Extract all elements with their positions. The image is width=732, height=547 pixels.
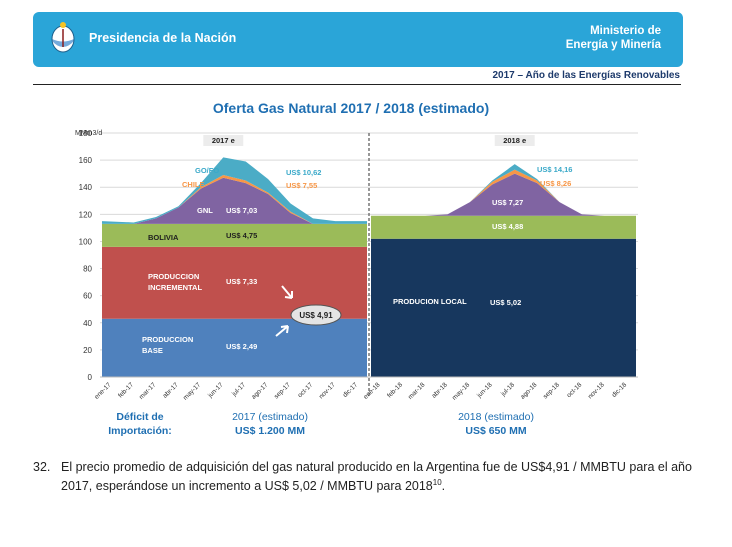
area-go-fo-2017 — [102, 157, 367, 224]
y-tick-label: 60 — [83, 292, 92, 301]
x-tick-label: jul-17 — [230, 381, 247, 398]
areas-2018 — [371, 164, 636, 377]
deficit-amount-2018: US$ 650 MM — [465, 425, 527, 437]
x-tick-label: oct-18 — [566, 381, 584, 399]
y-tick-label: 80 — [83, 265, 92, 274]
arrow-up-icon — [275, 325, 289, 337]
chile-price-2017: US$ 7,55 — [286, 181, 317, 190]
area-gnl-2018 — [371, 173, 636, 216]
gofo-price-2017: US$ 10,62 — [286, 168, 321, 177]
area-produccion-base-2017 — [102, 318, 367, 377]
area-go-fo-2018 — [371, 164, 636, 216]
ministry-line-2: Energía y Minería — [565, 39, 661, 51]
area-bolivia-2018 — [371, 215, 636, 239]
areas-2017 — [102, 157, 367, 377]
period-2018: 2018 (estimado) — [458, 411, 534, 423]
period-label-2018: 2018 e — [503, 136, 526, 145]
y-tick-label: 120 — [79, 210, 93, 219]
average-price-bubble — [290, 304, 342, 326]
x-tick-label: feb-18 — [386, 381, 404, 399]
base-price: US$ 2,49 — [226, 342, 257, 351]
header-banner: Presidencia de la Nación Ministerio de E… — [33, 12, 683, 67]
x-tick-label: mar-17 — [138, 381, 158, 401]
average-price-2017: US$ 4,91 — [299, 311, 333, 320]
x-tick-label: feb-17 — [117, 381, 135, 399]
paragraph-text: El precio promedio de adquisición del ga… — [61, 460, 692, 493]
y-tick-label: 140 — [79, 183, 93, 192]
gofo-price-2018: US$ 14,16 — [537, 165, 572, 174]
gnl-label-2017: GNL — [197, 206, 213, 215]
base-label-line1: PRODUCCION — [142, 335, 193, 344]
y-axis-unit: MMm3/d — [75, 130, 102, 137]
arrow-down-icon — [281, 285, 293, 299]
slogan: 2017 – Año de las Energías Renovables — [492, 70, 681, 81]
chart-title: Oferta Gas Natural 2017 / 2018 (estimado… — [213, 100, 489, 116]
x-tick-label: mar-18 — [407, 381, 427, 401]
paragraph-number: 32. — [33, 460, 51, 474]
y-axis: 0 20 40 60 80 100 120 140 160 180 — [79, 129, 93, 382]
paragraph-32: 32. El precio promedio de adquisición de… — [33, 458, 693, 496]
bolivia-price-2017: US$ 4,75 — [226, 231, 257, 240]
ministry-name: Ministerio de Energía y Minería — [566, 24, 661, 52]
incremental-label-line1: PRODUCCION — [148, 272, 199, 281]
chile-price-2018: US$ 8,26 — [540, 179, 571, 188]
y-tick-label: 40 — [83, 319, 92, 328]
x-tick-label: dic-18 — [611, 381, 629, 399]
area-produccion-incremental-2017 — [102, 246, 367, 319]
y-tick-label: 180 — [79, 129, 93, 138]
x-tick-label: jul-18 — [499, 381, 516, 398]
x-tick-label: ago-17 — [250, 381, 270, 401]
chile-label-2017: CHILE — [182, 180, 205, 189]
gofo-label-2017: GO/FO — [195, 166, 219, 175]
deficit-label-line1: Déficit de — [116, 411, 163, 423]
deficit-amount-2017: US$ 1.200 MM — [235, 425, 305, 437]
area-chile-2018 — [371, 169, 636, 216]
incremental-label-line2: INCREMENTAL — [148, 283, 202, 292]
x-tick-label: abr-17 — [162, 381, 181, 400]
footnote-ref: 10 — [432, 477, 442, 487]
x-tick-label: sep-17 — [273, 381, 292, 400]
bolivia-price-2018: US$ 4,88 — [492, 222, 523, 231]
y-tick-label: 20 — [83, 346, 92, 355]
gas-supply-chart: Oferta Gas Natural 2017 / 2018 (estimado… — [75, 100, 638, 437]
bolivia-label-2017: BOLIVIA — [148, 233, 179, 242]
period-2017: 2017 (estimado) — [232, 411, 308, 423]
organization-name: Presidencia de la Nación — [89, 31, 237, 45]
incremental-price: US$ 7,33 — [226, 277, 257, 286]
x-tick-label: may-17 — [182, 381, 203, 402]
y-tick-label: 160 — [79, 156, 93, 165]
x-tick-label: abr-18 — [431, 381, 450, 400]
local-label-2018: PRODUCION LOCAL — [393, 297, 467, 306]
x-tick-label: nov-18 — [587, 381, 606, 400]
paragraph-end: . — [441, 479, 446, 493]
period-box-2017 — [203, 135, 244, 146]
x-tick-label: jun-18 — [475, 381, 494, 400]
x-tick-label: may-18 — [451, 381, 472, 402]
divider — [33, 84, 681, 85]
area-bolivia-2017 — [102, 223, 367, 247]
x-tick-label: nov-17 — [318, 381, 337, 400]
area-producion-local-2018 — [371, 238, 636, 377]
x-axis: ene-17 feb-17 mar-17 abr-17 may-17 jun-17 jul-… — [93, 376, 638, 402]
local-price-2018: US$ 5,02 — [490, 298, 521, 307]
x-tick-label: ene-18 — [362, 381, 382, 401]
period-box-2018 — [494, 135, 535, 146]
deficit-label-line2: Importación: — [108, 425, 172, 437]
ministry-line-1: Ministerio de — [590, 25, 661, 37]
base-label-line2: BASE — [142, 346, 163, 355]
gnl-price-2018: US$ 7,27 — [492, 198, 523, 207]
x-tick-label: ene-17 — [93, 381, 113, 401]
area-gnl-2017 — [102, 177, 367, 224]
x-tick-label: dic-17 — [342, 381, 360, 399]
x-tick-label: sep-18 — [542, 381, 561, 400]
x-tick-label: ago-18 — [519, 381, 539, 401]
period-label-2017: 2017 e — [212, 136, 235, 145]
y-tick-label: 0 — [88, 373, 93, 382]
x-tick-label: jun-17 — [206, 381, 225, 400]
gnl-price-2017: US$ 7,03 — [226, 206, 257, 215]
y-tick-label: 100 — [79, 237, 93, 246]
national-seal-icon — [51, 22, 75, 53]
paragraph-body: El precio promedio de adquisición del ga… — [61, 458, 693, 496]
x-tick-label: oct-17 — [297, 381, 315, 399]
